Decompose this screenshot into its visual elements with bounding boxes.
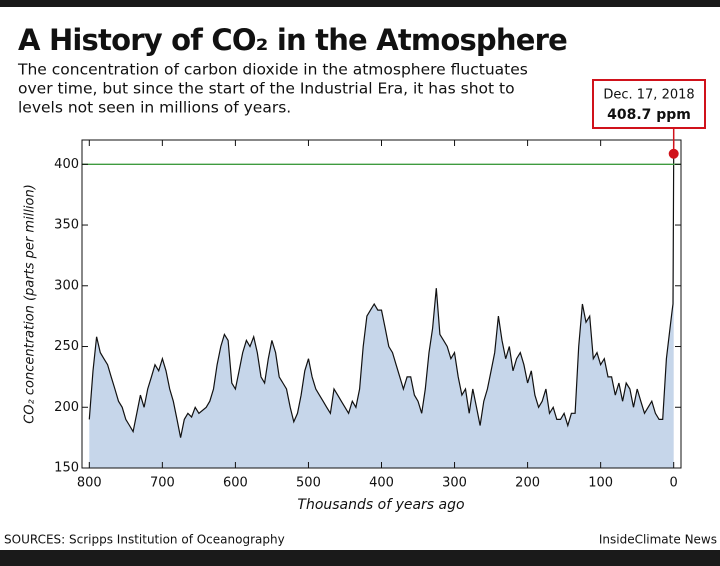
x-tick-label: 0 bbox=[670, 476, 678, 491]
y-tick-label: 300 bbox=[54, 278, 79, 293]
x-tick-label: 100 bbox=[588, 476, 613, 491]
chart-title: A History of CO₂ in the Atmosphere bbox=[18, 23, 567, 57]
subtitle: levels not seen in millions of years. bbox=[18, 99, 291, 117]
x-tick-label: 600 bbox=[223, 476, 248, 491]
y-tick-label: 150 bbox=[54, 461, 79, 476]
x-tick-label: 800 bbox=[77, 476, 102, 491]
subtitle: over time, but since the start of the In… bbox=[18, 80, 515, 98]
highlight-point bbox=[668, 148, 679, 159]
source: SOURCES: Scripps Institution of Oceanogr… bbox=[4, 533, 285, 547]
y-tick-label: 250 bbox=[54, 339, 79, 354]
credit: InsideClimate News bbox=[599, 533, 717, 547]
y-tick-label: 350 bbox=[54, 218, 79, 233]
x-tick-label: 300 bbox=[442, 476, 467, 491]
x-tick-label: 200 bbox=[515, 476, 540, 491]
y-tick-label: 400 bbox=[54, 157, 79, 172]
y-axis-label: CO₂ concentration (parts per million) bbox=[23, 184, 38, 424]
y-tick-label: 200 bbox=[54, 400, 79, 415]
line bbox=[88, 153, 675, 438]
x-tick-label: 700 bbox=[150, 476, 175, 491]
annotation-box bbox=[592, 79, 706, 129]
x-axis-label: Thousands of years ago bbox=[297, 497, 464, 513]
subtitle: The concentration of carbon dioxide in t… bbox=[17, 61, 528, 79]
annotation-date: Dec. 17, 2018 bbox=[603, 88, 694, 103]
x-tick-label: 500 bbox=[296, 476, 321, 491]
bottom-band bbox=[0, 550, 720, 566]
top-band bbox=[0, 0, 720, 7]
annotation-value: 408.7 ppm bbox=[607, 107, 691, 123]
x-tick-label: 400 bbox=[369, 476, 394, 491]
